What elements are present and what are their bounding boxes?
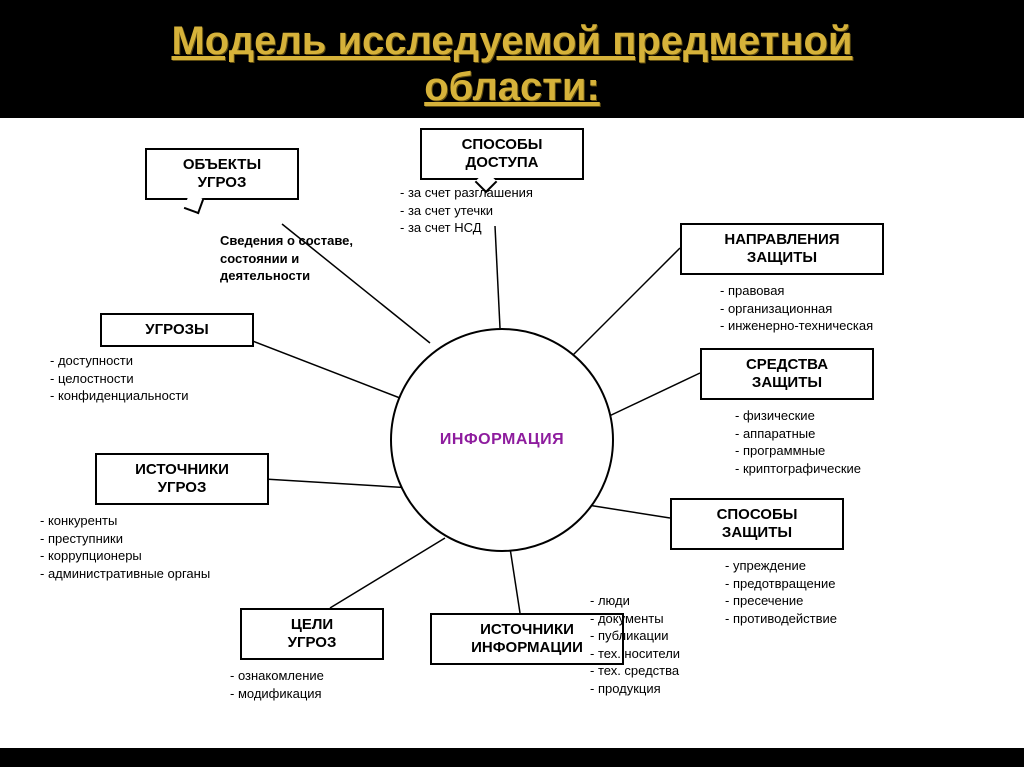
node-items-goals: - ознакомление- модификация (230, 667, 324, 702)
node-items-directions: - правовая- организационная- инженерно-т… (720, 282, 873, 335)
center-label: ИНФОРМАЦИЯ (440, 431, 564, 449)
node-items-threats: - доступности- целостности- конфиденциал… (50, 352, 189, 405)
node-items-means: - физические- аппаратные- программные- к… (735, 407, 861, 477)
node-threats: УГРОЗЫ (100, 313, 254, 347)
diagram-canvas: ИНФОРМАЦИЯ ОБЪЕКТЫУГРОЗ Сведения о составе… (0, 118, 1024, 748)
node-items-info-sources: - люди- документы- публикации- тех. носи… (590, 592, 680, 697)
center-node: ИНФОРМАЦИЯ (390, 328, 614, 552)
node-items-objects: Сведения о составе,состоянии идеятельнос… (220, 232, 353, 285)
node-box: СПОСОБЫЗАЩИТЫ (670, 498, 844, 550)
node-items-access: - за счет разглашения- за счет утечки- з… (400, 184, 533, 237)
node-box: ИСТОЧНИКИУГРОЗ (95, 453, 269, 505)
node-access: СПОСОБЫДОСТУПА (420, 128, 584, 180)
node-sources-threats: ИСТОЧНИКИУГРОЗ (95, 453, 269, 505)
node-directions: НАПРАВЛЕНИЯЗАЩИТЫ (680, 223, 884, 275)
node-box: УГРОЗЫ (100, 313, 254, 347)
node-box: ОБЪЕКТЫУГРОЗ (145, 148, 299, 200)
node-items-protect-ways: - упреждение- предотвращение- пресечение… (725, 557, 837, 627)
title-bar: Модель исследуемой предметнойобласти: (0, 0, 1024, 118)
node-items-sources-threats: - конкуренты- преступники- коррупционеры… (40, 512, 210, 582)
page-title: Модель исследуемой предметнойобласти: (0, 18, 1024, 110)
node-means: СРЕДСТВАЗАЩИТЫ (700, 348, 874, 400)
node-objects: ОБЪЕКТЫУГРОЗ (145, 148, 299, 200)
node-box: СПОСОБЫДОСТУПА (420, 128, 584, 180)
node-protect-ways: СПОСОБЫЗАЩИТЫ (670, 498, 844, 550)
node-box: ЦЕЛИУГРОЗ (240, 608, 384, 660)
node-box: НАПРАВЛЕНИЯЗАЩИТЫ (680, 223, 884, 275)
node-goals: ЦЕЛИУГРОЗ (240, 608, 384, 660)
node-box: СРЕДСТВАЗАЩИТЫ (700, 348, 874, 400)
